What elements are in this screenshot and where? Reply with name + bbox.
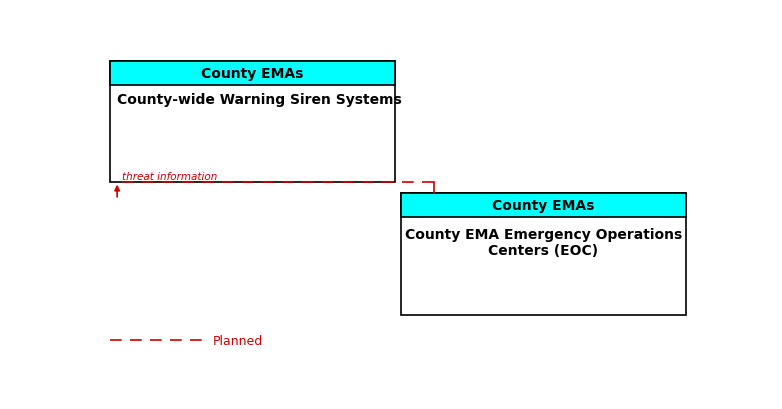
Text: County EMAs: County EMAs: [492, 199, 594, 213]
Bar: [401, 194, 686, 315]
Bar: [109, 62, 395, 85]
Text: threat information: threat information: [122, 171, 217, 181]
Bar: [401, 194, 686, 218]
Text: County EMAs: County EMAs: [201, 67, 303, 81]
Text: Planned: Planned: [213, 334, 264, 347]
Text: County-wide Warning Siren Systems: County-wide Warning Siren Systems: [117, 93, 402, 107]
Bar: [109, 62, 395, 183]
Text: County EMA Emergency Operations
Centers (EOC): County EMA Emergency Operations Centers …: [404, 227, 682, 257]
